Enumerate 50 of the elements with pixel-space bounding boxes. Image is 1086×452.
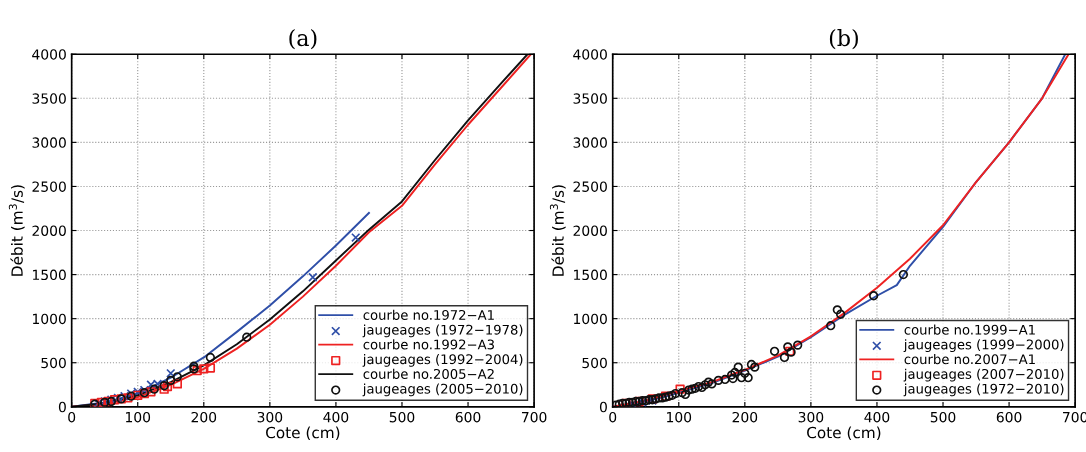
y-tick-label: 500 [582, 357, 607, 369]
y-tick-label: 3000 [573, 137, 607, 148]
legend-label: courbe no.2007−A1 [904, 353, 1035, 365]
y-tick-label: 4000 [573, 49, 607, 60]
chart-title: (b) [829, 29, 858, 50]
x-tick-label: 600 [455, 411, 481, 423]
legend-label: jaugeages (1999−2000) [903, 339, 1064, 352]
y-tick-label: 4000 [32, 49, 66, 60]
y-axis-title: Débit (m$^{3}$/s) [549, 185, 566, 276]
x-tick-label: 100 [667, 411, 692, 423]
x-tick-label: 700 [521, 411, 547, 423]
y-tick-label: 2000 [573, 225, 607, 236]
y-axis-title: Débit (m$^{3}$/s) [8, 185, 25, 276]
legend-label: jaugeages (1972−2010) [903, 383, 1064, 397]
y-tick-label: 3500 [573, 93, 607, 104]
legend-label: courbe no.1992−A3 [363, 339, 494, 350]
y-tick-label: 1000 [32, 313, 66, 325]
y-tick-label: 1500 [574, 269, 607, 281]
legend-label: courbe no.2005−A2 [363, 368, 494, 379]
x-axis-title: Cote (cm) [266, 426, 340, 441]
y-tick-label: 1500 [32, 269, 66, 281]
legend-label: jaugeages (1992−2004) [362, 353, 523, 367]
x-tick-label: 200 [732, 411, 758, 423]
y-tick-label: 3500 [32, 93, 66, 104]
y-tick-label: 500 [41, 357, 66, 369]
x-tick-label: 300 [798, 411, 824, 423]
legend-label: jaugeages (1972−1978) [362, 324, 523, 338]
y-tick-label: 0 [599, 401, 607, 413]
x-tick-label: 400 [323, 411, 349, 423]
x-tick-label: 600 [996, 411, 1022, 423]
legend-label: jaugeages (2007−2010) [903, 368, 1064, 382]
y-tick-label: 2500 [573, 181, 607, 192]
y-tick-label: 2000 [32, 225, 66, 236]
x-tick-label: 500 [389, 411, 415, 423]
y-tick-label: 1000 [574, 313, 607, 325]
x-axis-title: Cote (cm) [807, 426, 881, 441]
y-tick-label: 0 [58, 401, 66, 413]
chart-title: (a) [289, 29, 317, 50]
x-tick-label: 200 [191, 411, 217, 423]
legend-label: jaugeages (2005−2010) [362, 383, 523, 397]
y-tick-label: 3000 [32, 137, 66, 148]
x-tick-label: 100 [126, 411, 151, 423]
legend-label: courbe no.1972−A1 [363, 309, 494, 320]
x-tick-label: 500 [930, 411, 956, 423]
x-tick-label: 0 [68, 411, 76, 423]
legend-label: courbe no.1999−A1 [904, 324, 1035, 335]
x-tick-label: 300 [257, 411, 283, 423]
x-tick-label: 400 [864, 411, 890, 423]
x-tick-label: 0 [609, 411, 617, 423]
y-tick-label: 2500 [32, 181, 66, 192]
